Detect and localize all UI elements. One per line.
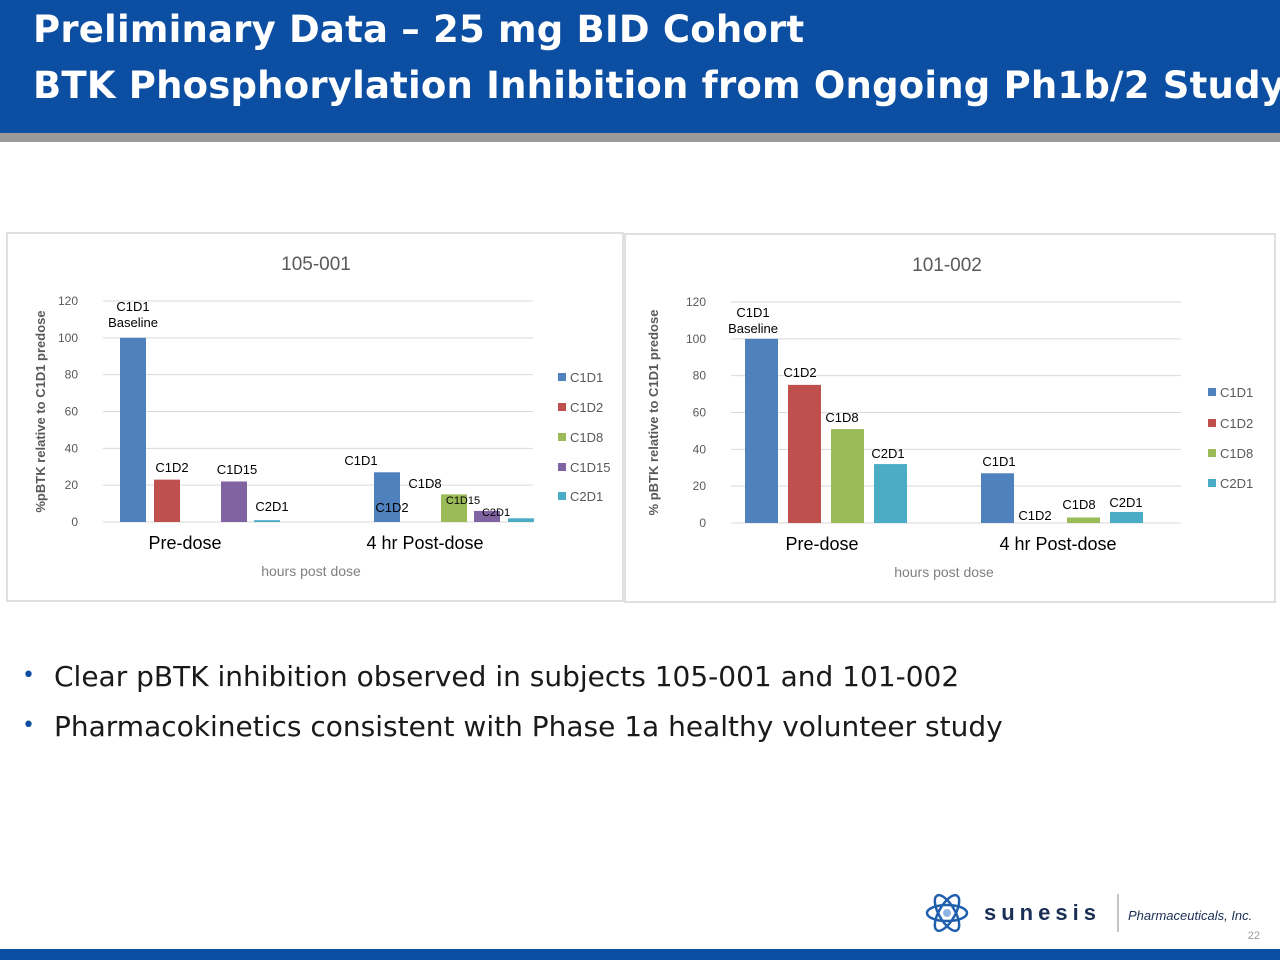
data-label: C1D2: [783, 365, 816, 380]
data-label: C2D1: [255, 499, 288, 514]
bullet-dot-icon: •: [22, 663, 35, 688]
y-tick-label: 0: [71, 515, 78, 529]
sunesis-emblem-icon: [925, 893, 969, 933]
category-label: Pre-dose: [785, 534, 858, 554]
legend-swatch-c1d8: [558, 433, 566, 441]
company-wordmark: sunesis: [984, 900, 1101, 925]
category-label: Pre-dose: [148, 533, 221, 553]
data-label: C1D1: [116, 299, 149, 314]
y-tick-label: 120: [686, 295, 706, 309]
y-tick-label: 60: [693, 406, 707, 420]
chart-title: 105-001: [281, 254, 351, 275]
bar-c1d1-post-dose: [374, 472, 400, 522]
legend-swatch-c1d2: [558, 403, 566, 411]
chart-panel-101-002: 0 20 40 60 80 100 120 101-002 % pBTK relative to…: [624, 233, 1276, 603]
slide-title-line2: BTK Phosphorylation Inhibition from Ongo…: [33, 64, 1280, 107]
bullet-text: Pharmacokinetics consistent with Phase 1…: [54, 710, 1003, 743]
legend-swatch-c1d8: [1208, 449, 1216, 457]
legend-label: C1D2: [570, 400, 603, 415]
y-tick-label: 100: [58, 331, 78, 345]
y-tick-label: 20: [693, 479, 707, 493]
legend-label: C1D1: [1220, 385, 1253, 400]
bar-c1d1-pre-dose: [745, 338, 778, 523]
title-divider: [0, 133, 1280, 142]
data-label: C1D8: [408, 476, 441, 491]
data-label: C1D8: [825, 410, 858, 425]
data-label: C1D2: [155, 460, 188, 475]
data-label: C1D15: [217, 462, 257, 477]
y-tick-label: 20: [65, 478, 79, 492]
bar-c2d1-post-dose: [1110, 511, 1143, 523]
y-tick-label: 40: [65, 441, 79, 455]
bar-c2d1-post-dose: [508, 518, 534, 522]
data-label: Baseline: [728, 321, 778, 336]
legend-label: C1D8: [570, 430, 603, 445]
data-label: C1D1: [736, 305, 769, 320]
bar-c1d8-post-dose: [441, 494, 467, 522]
legend-swatch-c2d1: [1208, 479, 1216, 487]
x-axis-label: hours post dose: [261, 563, 361, 579]
data-label: C1D2: [1018, 508, 1051, 523]
data-label: C2D1: [871, 446, 904, 461]
data-label: C1D8: [1062, 497, 1095, 512]
slide-title-line1: Preliminary Data – 25 mg BID Cohort: [33, 8, 805, 51]
bar-c1d1-pre-dose: [120, 337, 146, 522]
y-tick-label: 100: [686, 332, 706, 346]
bullet-list: • Clear pBTK inhibition observed in subje…: [22, 660, 1003, 760]
company-subtitle: Pharmaceuticals, Inc.: [1128, 908, 1252, 923]
data-label: C1D1: [344, 453, 377, 468]
legend-swatch-c1d2: [1208, 419, 1216, 427]
bar-c1d2-pre-dose: [788, 384, 821, 523]
bar-c2d1-pre-dose: [254, 520, 280, 522]
title-banner: Preliminary Data – 25 mg BID Cohort BTK …: [0, 0, 1280, 133]
chart-101-002: 0 20 40 60 80 100 120 101-002 % pBTK relative to…: [646, 255, 1253, 580]
data-label: C2D1: [1109, 495, 1142, 510]
legend-label: C2D1: [570, 489, 603, 504]
y-tick-label: 80: [693, 369, 707, 383]
legend-label: C1D1: [570, 370, 603, 385]
bullet-item: • Clear pBTK inhibition observed in subje…: [22, 660, 1003, 710]
bar-c2d1-pre-dose: [874, 464, 907, 523]
bar-c1d15-post-dose: [474, 510, 500, 522]
footer-bar: [0, 949, 1280, 960]
data-label: C1D15: [446, 495, 480, 507]
bar-c1d1-post-dose: [981, 473, 1014, 523]
legend-swatch-c2d1: [558, 492, 566, 500]
bullet-dot-icon: •: [22, 713, 35, 738]
bar-c1d15-pre-dose: [221, 481, 247, 522]
chart-105-001: 0 20 40 60 80 100 120 105-001 %pBTK relative to …: [33, 254, 610, 579]
y-tick-label: 80: [65, 368, 79, 382]
legend-swatch-c1d1: [558, 373, 566, 381]
legend-swatch-c1d15: [558, 463, 566, 471]
y-tick-label: 60: [65, 405, 79, 419]
y-axis-label: % pBTK relative to C1D1 predose: [646, 310, 661, 516]
chart-panel-105-001: 0 20 40 60 80 100 120 105-001 %pBTK relative to …: [6, 232, 624, 602]
bullet-text: Clear pBTK inhibition observed in subjec…: [54, 660, 960, 693]
category-label: 4 hr Post-dose: [999, 534, 1116, 554]
category-label: 4 hr Post-dose: [366, 533, 483, 553]
data-label: C1D2: [375, 500, 408, 515]
company-logo: sunesis Pharmaceuticals, Inc.: [925, 893, 1252, 933]
legend-label: C2D1: [1220, 476, 1253, 491]
page-number: 22: [1247, 930, 1260, 942]
bar-c1d2-pre-dose: [154, 479, 180, 522]
bullet-item: • Pharmacokinetics consistent with Phase …: [22, 710, 1003, 760]
x-axis-label: hours post dose: [894, 564, 994, 580]
legend-label: C1D15: [570, 460, 610, 475]
y-axis-label: %pBTK relative to C1D1 predose: [33, 310, 48, 512]
data-label: C2D1: [482, 507, 510, 519]
y-tick-label: 0: [699, 516, 706, 530]
chart-title: 101-002: [912, 255, 982, 276]
data-label: Baseline: [108, 315, 158, 330]
bar-c1d8-pre-dose: [831, 429, 864, 523]
legend-label: C1D2: [1220, 416, 1253, 431]
data-label: C1D1: [982, 454, 1015, 469]
bar-c1d8-post-dose: [1067, 517, 1100, 523]
y-tick-label: 40: [693, 442, 707, 456]
y-tick-label: 120: [58, 294, 78, 308]
legend-swatch-c1d1: [1208, 388, 1216, 396]
legend-label: C1D8: [1220, 446, 1253, 461]
